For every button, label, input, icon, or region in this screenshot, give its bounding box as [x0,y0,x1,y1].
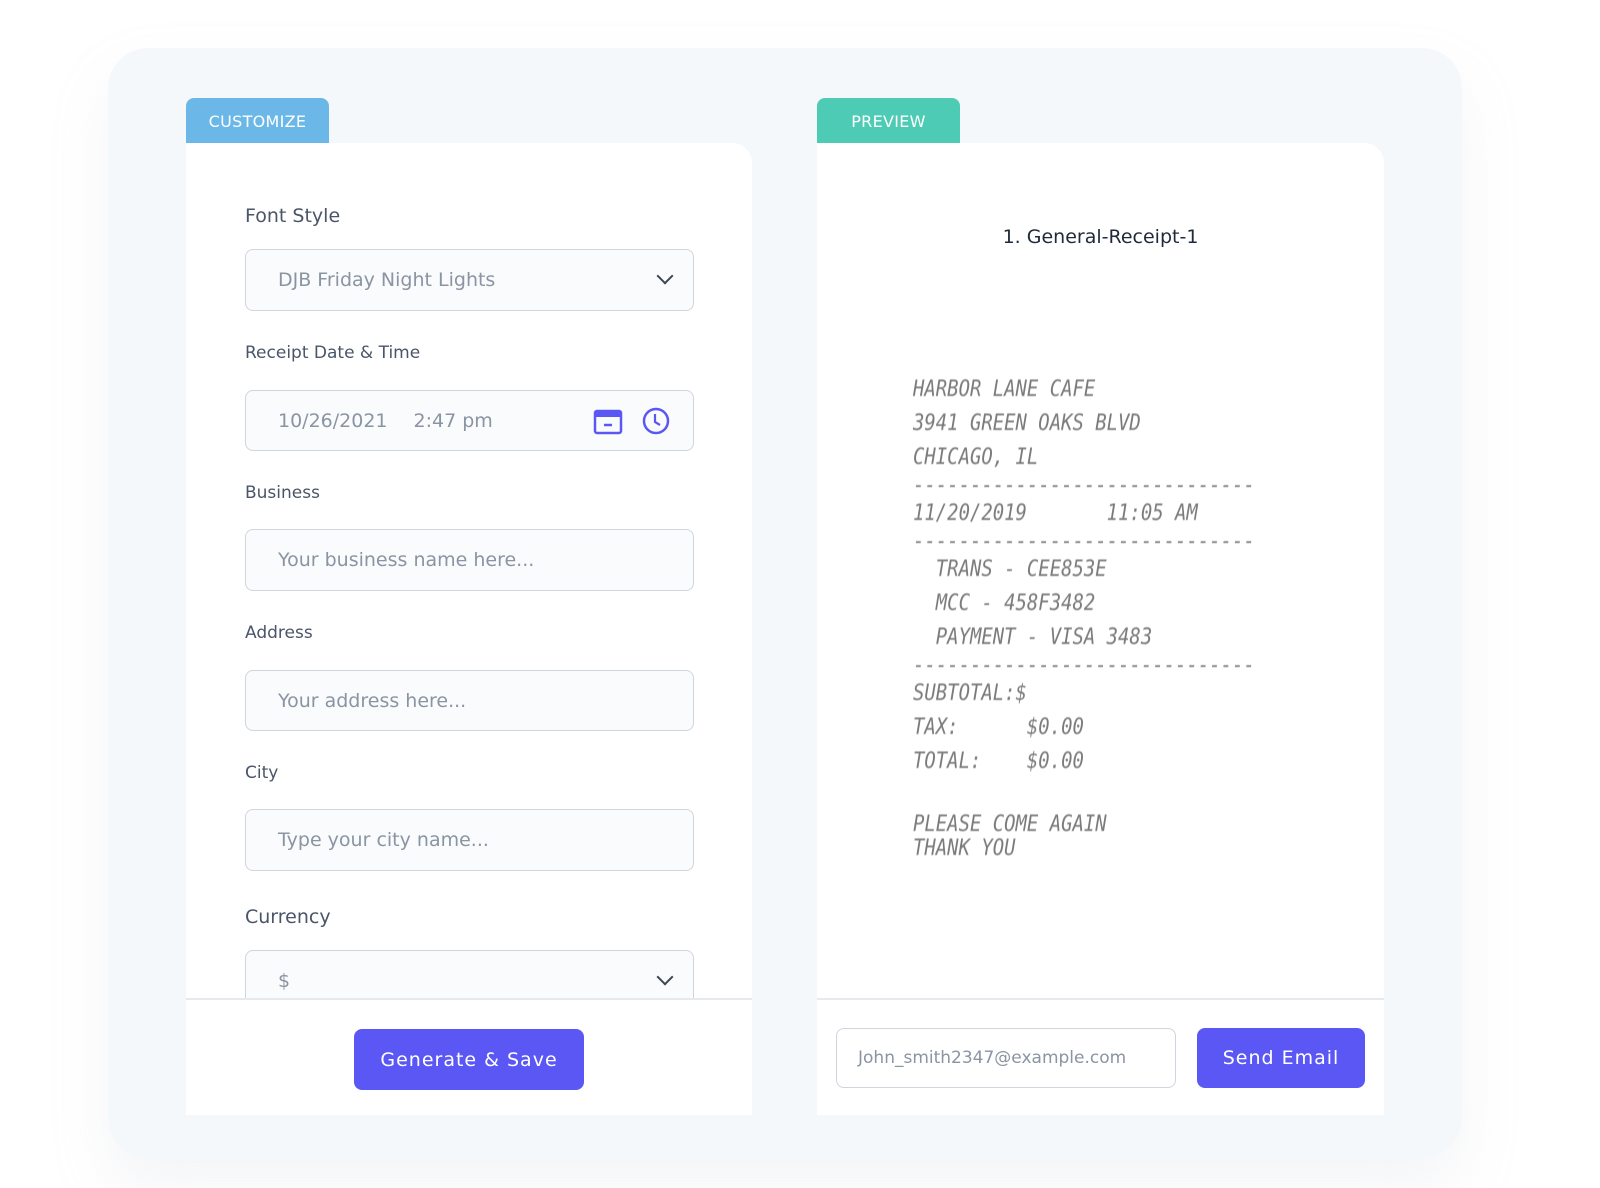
font-style-value: DJB Friday Night Lights [278,269,496,291]
receipt-preview: HARBOR LANE CAFE 3941 GREEN OAKS BLVD CHIC… [913,373,1255,861]
send-email-button[interactable]: Send Email [1197,1028,1365,1088]
preview-footer: John_smith2347@example.com Send Email [817,998,1384,1115]
receipt-title: 1. General-Receipt-1 [1002,226,1199,248]
receipt-line [913,779,1255,813]
receipt-line: TRANS - CEE853E [913,557,1107,582]
chevron-down-icon [656,968,674,986]
receipt-line: PAYMENT - VISA 3483 [913,625,1153,650]
address-input[interactable]: Your address here... [245,670,694,731]
receipt-line: MCC - 458F3482 [913,591,1096,616]
receipt-line: TOTAL: $0.00 [913,749,1084,774]
customize-footer: Generate & Save [186,998,752,1115]
city-label: City [245,763,279,783]
receipt-line: ------------------------------ [913,653,1255,678]
tab-customize[interactable]: CUSTOMIZE [186,98,329,144]
calendar-icon[interactable] [593,407,623,435]
email-input[interactable]: John_smith2347@example.com [836,1028,1176,1088]
address-label: Address [245,623,313,643]
receipt-line: THANK YOU [913,836,1016,861]
business-input[interactable]: Your business name here... [245,529,694,591]
receipt-line: 11/20/2019 11:05 AM [913,501,1198,526]
customize-panel: Font Style DJB Friday Night Lights Recei… [186,143,752,1115]
generate-save-button[interactable]: Generate & Save [354,1029,584,1090]
business-label: Business [245,483,320,503]
font-style-select[interactable]: DJB Friday Night Lights [245,249,694,311]
receipt-line: TAX: $0.00 [913,715,1084,740]
font-style-label: Font Style [245,205,341,227]
chevron-down-icon [656,267,674,285]
receipt-line: ------------------------------ [913,473,1255,498]
receipt-line: PLEASE COME AGAIN [913,812,1107,837]
currency-value: $ [278,970,291,992]
receipt-line: 3941 GREEN OAKS BLVD [913,411,1141,436]
tab-preview[interactable]: PREVIEW [817,98,960,144]
datetime-label: Receipt Date & Time [245,343,421,363]
clock-icon[interactable] [641,406,671,436]
receipt-line: HARBOR LANE CAFE [913,377,1096,402]
preview-panel: 1. General-Receipt-1 HARBOR LANE CAFE 394… [817,143,1384,1115]
date-value: 10/26/2021 [278,409,388,432]
time-value: 2:47 pm [413,409,493,432]
currency-label: Currency [245,906,331,928]
datetime-input[interactable]: 10/26/2021 2:47 pm [245,390,694,451]
receipt-line: CHICAGO, IL [913,445,1039,470]
city-input[interactable]: Type your city name... [245,809,694,871]
receipt-line: SUBTOTAL:$ [913,681,1027,706]
receipt-line: ------------------------------ [913,529,1255,554]
